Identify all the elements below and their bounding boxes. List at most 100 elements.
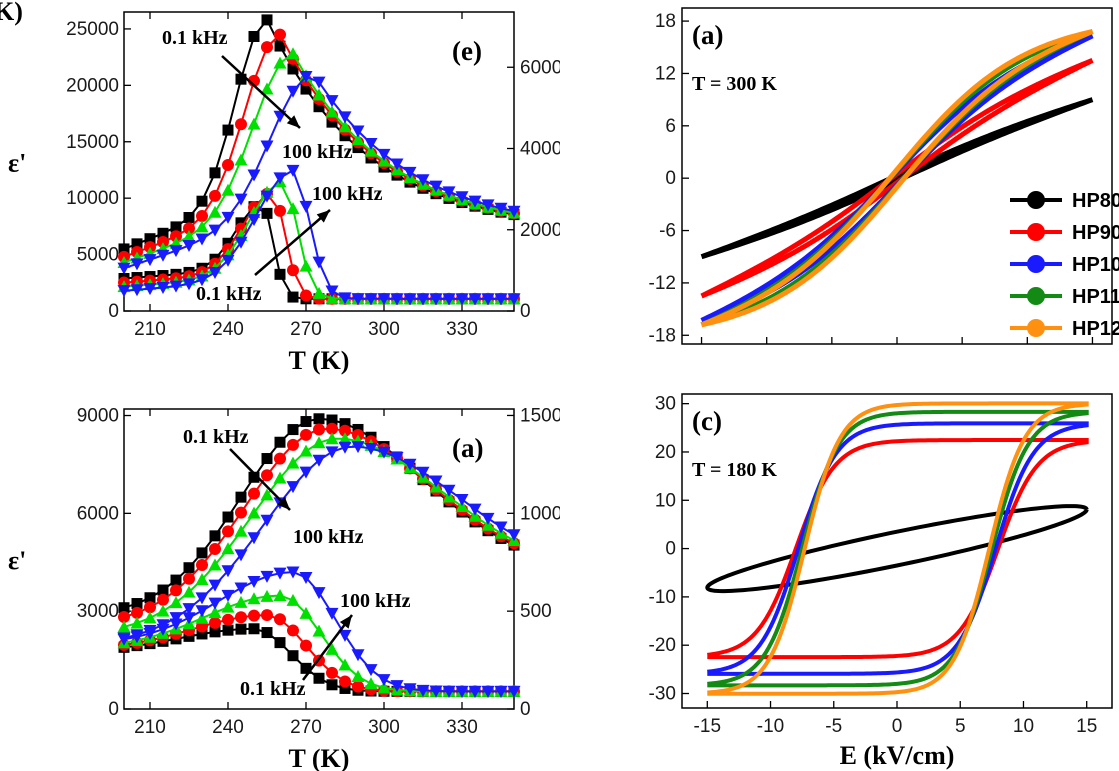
data-point-real-black <box>144 592 156 604</box>
legend-marker-HP800 <box>1027 191 1045 209</box>
data-point-real-blue <box>507 529 521 542</box>
hysteresis-loop-HP800 <box>705 504 1089 594</box>
data-point-real-green <box>221 542 235 555</box>
data-point-real-blue <box>416 466 430 479</box>
data-point-real-green <box>156 604 170 617</box>
legend-marker-HP1100 <box>1027 287 1045 305</box>
data-point-imag-blue <box>208 597 222 610</box>
chart-dielectric-top: 210 240 270 300 3300500010000150002000025000… <box>0 0 560 375</box>
x-tick-label: 5 <box>955 716 966 737</box>
data-point-imag-red <box>248 609 260 622</box>
data-point-imag-red <box>274 613 286 626</box>
data-point-real-red <box>157 593 169 606</box>
data-point-imag-green <box>312 286 326 299</box>
data-point-imag-blue <box>169 280 183 293</box>
annotation-upper-high: 100 kHz <box>282 141 353 163</box>
data-point-imag-red <box>287 264 299 277</box>
data-point-real-blue <box>169 612 183 625</box>
data-point-real-black <box>144 233 156 245</box>
data-point-real-blue <box>143 254 157 267</box>
data-point-real-black <box>326 116 338 128</box>
data-point-real-blue <box>416 174 430 187</box>
data-point-imag-blue <box>156 623 170 636</box>
data-point-real-blue <box>312 454 326 467</box>
data-point-real-green <box>273 471 287 484</box>
temperature-label: T = 180 K <box>692 459 777 481</box>
legend-label-HP1200: HP1200 <box>1072 318 1119 340</box>
hysteresis-loop-HP900 <box>700 58 1094 299</box>
legend-label-HP800: HP800 <box>1072 190 1119 212</box>
data-point-real-blue <box>182 239 196 252</box>
data-point-imag-blue <box>208 267 222 280</box>
data-point-real-green <box>247 506 261 519</box>
data-point-imag-blue <box>273 567 287 580</box>
data-point-real-green <box>195 573 209 586</box>
data-point-imag-black <box>248 623 260 635</box>
data-point-real-black <box>274 40 286 52</box>
data-point-real-black <box>287 63 299 75</box>
data-point-imag-blue <box>286 164 300 177</box>
data-point-real-blue <box>156 249 170 262</box>
data-point-real-black <box>157 584 169 596</box>
data-point-real-green <box>182 585 196 598</box>
data-point-real-blue <box>364 137 378 150</box>
data-point-real-red <box>261 41 273 54</box>
data-point-imag-green <box>208 606 222 619</box>
y-tick-label: -12 <box>649 273 676 294</box>
data-point-real-black <box>196 195 208 207</box>
data-point-real-blue <box>208 224 222 237</box>
data-point-imag-black <box>196 628 208 640</box>
data-point-real-green <box>312 436 326 449</box>
data-point-real-blue <box>351 441 365 454</box>
data-point-real-green <box>221 183 235 196</box>
data-point-real-red <box>170 584 182 597</box>
data-point-real-blue <box>286 85 300 98</box>
data-point-real-red <box>235 118 247 131</box>
data-point-imag-black <box>261 207 273 219</box>
data-point-real-green <box>364 144 378 157</box>
annotation-arrowhead <box>277 496 290 510</box>
data-point-imag-green <box>273 588 287 601</box>
data-point-imag-red <box>300 639 312 652</box>
data-point-imag-blue <box>338 292 352 305</box>
data-point-real-green <box>195 220 209 233</box>
data-point-real-red <box>326 422 338 435</box>
data-point-real-red <box>157 236 169 249</box>
data-point-real-black <box>222 124 234 136</box>
data-point-imag-green <box>325 642 339 655</box>
data-point-imag-black <box>235 623 247 635</box>
data-point-imag-blue <box>325 285 339 298</box>
y-tick-label: 20000 <box>66 75 119 96</box>
data-point-imag-blue <box>260 190 274 203</box>
y-axis-label: ε' <box>8 149 26 178</box>
chart-dielectric-bottom: 210 240 270 300 330 0 3000 6000 9000 0 500 1000 1500… <box>8 405 560 771</box>
data-point-imag-red <box>326 666 338 679</box>
data-point-real-black <box>131 238 143 250</box>
data-point-real-red <box>170 230 182 243</box>
y-tick-label: 25000 <box>66 19 119 40</box>
data-point-imag-green <box>221 600 235 613</box>
data-point-real-black <box>248 471 260 483</box>
data-point-imag-red <box>261 609 273 622</box>
x-tick-label: 210 <box>134 717 166 738</box>
y-tick-label: 0 <box>108 301 119 322</box>
annotation-upper-low: 0.1 kHz <box>183 426 249 448</box>
y-tick-label: 3000 <box>77 601 119 622</box>
data-point-real-green <box>130 616 144 629</box>
data-point-real-green <box>169 596 183 609</box>
x-tick-label: -15 <box>694 716 721 737</box>
annotation-upper-high: 100 kHz <box>293 526 364 548</box>
data-point-imag-black <box>287 650 299 662</box>
data-point-real-red <box>209 543 221 556</box>
data-point-real-black <box>300 83 312 95</box>
data-point-real-blue <box>182 603 196 616</box>
chart-hysteresis-300k: -18 -12 -6 0 6 12 18 (a) T = 300 K HP800 HP900 HP10… <box>649 7 1119 346</box>
annotation-lower-high: 100 kHz <box>340 590 411 612</box>
data-point-imag-red <box>300 289 312 302</box>
data-point-real-blue <box>429 180 443 193</box>
data-point-real-green <box>286 47 300 60</box>
data-point-imag-blue <box>403 293 417 306</box>
data-point-real-black <box>222 511 234 523</box>
data-point-real-blue <box>494 521 508 534</box>
data-point-imag-blue <box>481 685 495 698</box>
